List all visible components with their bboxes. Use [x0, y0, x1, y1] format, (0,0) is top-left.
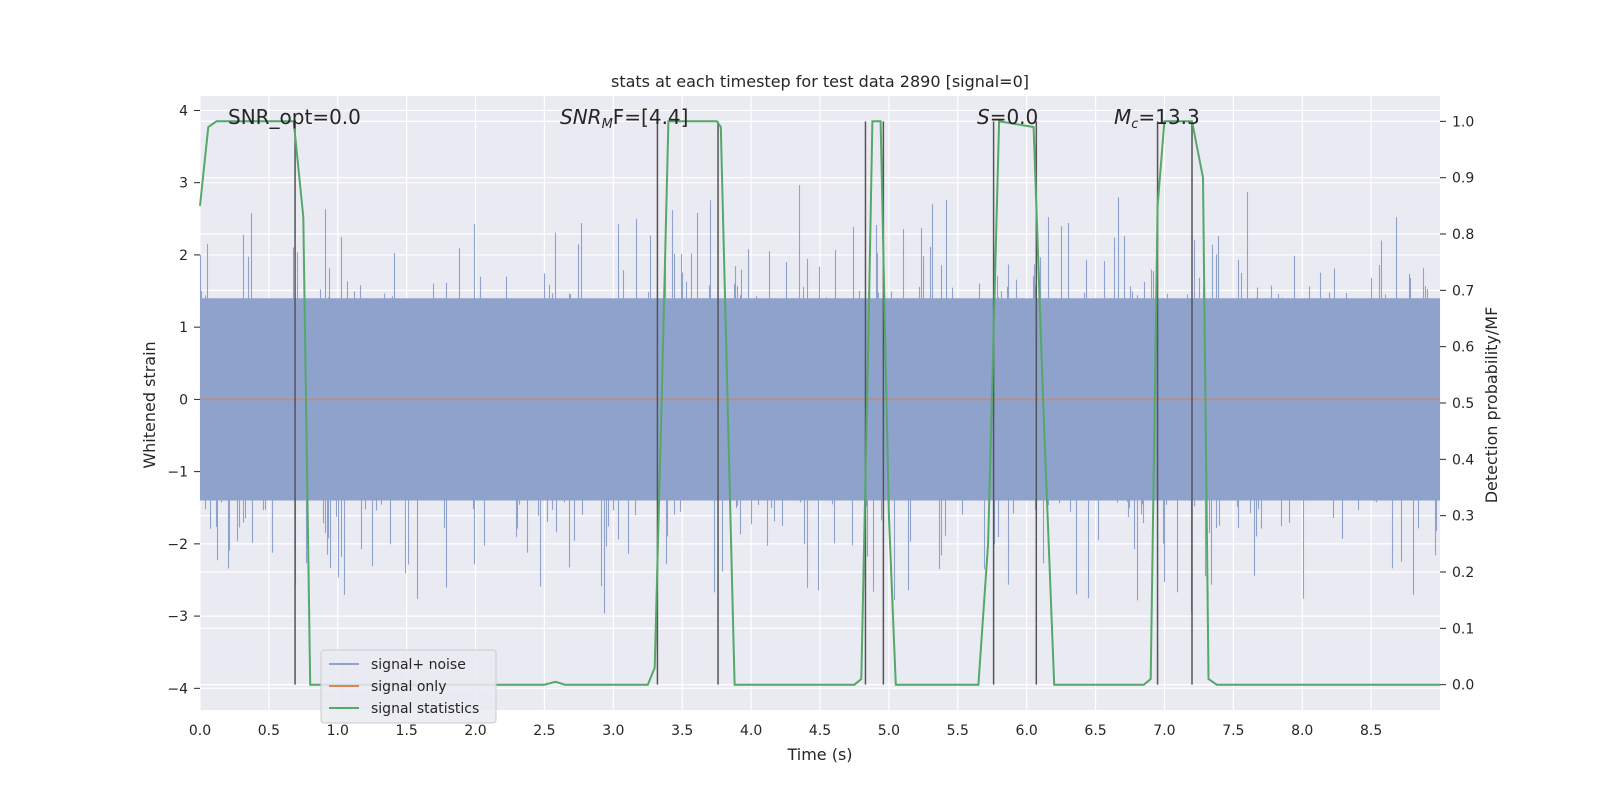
y-tick-label: −3 [167, 609, 188, 625]
y-tick-label: 1 [179, 320, 188, 336]
x-tick-label: 5.5 [947, 723, 969, 739]
legend-label-signal-plus-noise: signal+ noise [371, 657, 466, 673]
x-tick-label: 0.5 [258, 723, 280, 739]
legend-box [320, 649, 497, 724]
x-tick-label: 3.0 [602, 723, 624, 739]
annotation-snr-opt: SNR_opt=0.0 [228, 105, 361, 129]
y-right-tick-label: 0.4 [1452, 452, 1474, 468]
x-tick-label: 0.0 [189, 723, 211, 739]
annotation-mc: Mc=13.3 [1114, 105, 1200, 132]
y-axis-label: Whitened strain [140, 341, 159, 468]
x-tick-label: 8.0 [1291, 723, 1313, 739]
y-tick-label: 2 [179, 248, 188, 264]
y-right-tick-label: 0.3 [1452, 509, 1474, 525]
y-tick-label: 3 [179, 176, 188, 192]
annotation-s: S=0.0 [977, 105, 1038, 129]
x-axis-ticks: 0.0 0.5 1.0 1.5 2.0 2.5 3.0 3.5 4.0 4.5 5.0 5.5 6.0 6… [189, 723, 1382, 739]
y-tick-label: 4 [179, 103, 188, 119]
x-tick-label: 7.5 [1222, 723, 1244, 739]
x-tick-label: 6.5 [1084, 723, 1106, 739]
legend: signal+ noise signal only signal statist… [320, 649, 497, 724]
y-right-tick-label: 0.6 [1452, 340, 1474, 356]
x-axis-label: Time (s) [786, 745, 852, 764]
y-right-tick-label: 0.7 [1452, 283, 1474, 299]
legend-label-signal-only: signal only [371, 679, 446, 695]
legend-label-signal-statistics: signal statistics [371, 701, 479, 717]
y-right-tick-label: 0.8 [1452, 227, 1474, 243]
x-tick-label: 8.5 [1360, 723, 1382, 739]
y-tick-label: −1 [167, 465, 188, 481]
x-tick-label: 7.0 [1153, 723, 1175, 739]
y-tick-label: 0 [179, 392, 188, 408]
x-tick-label: 3.5 [671, 723, 693, 739]
x-tick-label: 4.5 [809, 723, 831, 739]
x-tick-label: 2.5 [533, 723, 555, 739]
y-right-tick-label: 0.0 [1452, 678, 1474, 694]
y-right-tick-label: 1.0 [1452, 114, 1474, 130]
x-tick-label: 4.0 [740, 723, 762, 739]
y-tick-label: −4 [167, 681, 188, 697]
x-tick-label: 5.0 [878, 723, 900, 739]
x-tick-label: 2.0 [464, 723, 486, 739]
y-axis-right-ticks: 1.0 0.9 0.8 0.7 0.6 0.5 0.4 0.3 0.2 0.1 0.0 [1440, 114, 1474, 694]
x-tick-label: 1.0 [327, 723, 349, 739]
y-tick-label: −2 [167, 537, 188, 553]
x-tick-label: 1.5 [396, 723, 418, 739]
x-tick-label: 6.0 [1016, 723, 1038, 739]
chart-title: stats at each timestep for test data 289… [611, 72, 1029, 91]
y-axis-left-ticks: 4 3 2 1 0 −1 −2 −3 −4 [167, 103, 200, 697]
y-right-tick-label: 0.2 [1452, 565, 1474, 581]
annotation-snr-mf: SNRMF=[4.4] [560, 105, 688, 132]
y-axis-right-label: Detection probability/MF [1482, 307, 1501, 504]
y-right-tick-label: 0.9 [1452, 171, 1474, 187]
y-right-tick-label: 0.1 [1452, 621, 1474, 637]
y-right-tick-label: 0.5 [1452, 396, 1474, 412]
